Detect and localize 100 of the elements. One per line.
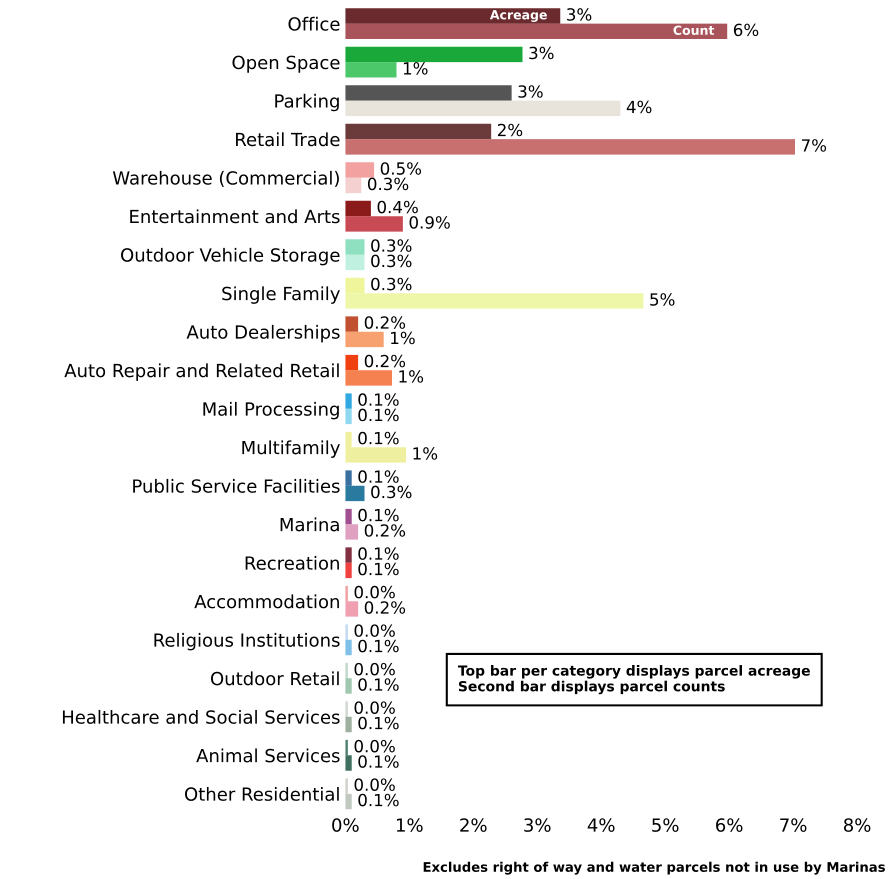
bar <box>345 640 352 656</box>
y-tick-label: Religious Institutions <box>154 632 340 650</box>
y-tick-label: Recreation <box>246 556 339 570</box>
bar <box>345 216 403 232</box>
x-tick-label: 5% <box>652 818 678 832</box>
bar <box>345 85 512 101</box>
bar <box>345 755 352 771</box>
bar <box>345 254 365 270</box>
series-label: Acreage <box>490 10 547 22</box>
x-tick-label: 0% <box>332 818 359 832</box>
y-tick-label: Marina <box>280 517 339 532</box>
data-label: 0.0% <box>354 740 395 752</box>
bar <box>345 601 358 617</box>
bar <box>345 778 348 794</box>
x-tick-label: 2% <box>460 818 487 832</box>
data-label: 0.1% <box>358 562 399 576</box>
bar <box>345 547 352 563</box>
data-label: 4% <box>626 100 652 114</box>
bar <box>345 508 352 524</box>
bar <box>345 662 348 678</box>
y-tick-label: Warehouse (Commercial) <box>112 170 339 187</box>
data-label: 3% <box>518 85 543 98</box>
bar <box>345 278 365 294</box>
data-label: 6% <box>734 24 758 36</box>
data-label: 0.3% <box>371 254 412 268</box>
y-tick-label: Office <box>288 16 340 31</box>
data-label: 0.1% <box>358 547 399 560</box>
data-label: 0.3% <box>371 278 412 290</box>
annotation: Top bar per category displays parcel acreage Second bar displays parcel counts <box>458 665 810 694</box>
bar <box>345 354 358 370</box>
y-tick-label: Auto Dealerships <box>186 324 340 342</box>
data-label: 0.2% <box>364 524 406 537</box>
bar <box>345 524 358 540</box>
bar <box>345 740 348 756</box>
data-label: 0.3% <box>368 178 408 190</box>
y-tick-label: Animal Services <box>196 748 340 762</box>
bar <box>345 794 352 810</box>
y-tick-label: Outdoor Vehicle Storage <box>121 248 340 266</box>
bar <box>345 332 384 348</box>
data-label: 5% <box>650 293 674 306</box>
data-label: 0.1% <box>358 716 399 730</box>
data-label: 0.5% <box>380 162 422 175</box>
x-tick-label: 1% <box>396 818 423 832</box>
bar <box>345 8 560 24</box>
bar <box>345 393 352 409</box>
y-tick-label: Healthcare and Social Services <box>62 710 340 724</box>
data-label: 0.9% <box>410 216 450 229</box>
data-label: 0.1% <box>358 393 399 406</box>
data-label: 7% <box>802 139 826 152</box>
data-label: 0.0% <box>354 701 395 714</box>
data-label: 0.1% <box>358 794 399 806</box>
bar <box>345 139 796 155</box>
data-label: 2% <box>498 124 522 136</box>
bar <box>345 200 371 216</box>
x-tick-label: 4% <box>588 818 615 832</box>
bar <box>345 408 352 424</box>
bar <box>345 24 728 40</box>
data-label: 1% <box>391 332 415 344</box>
data-label: 0.2% <box>364 601 406 614</box>
y-tick-label: Outdoor Retail <box>211 671 339 686</box>
bar <box>345 178 362 194</box>
data-label: 0.1% <box>358 470 399 483</box>
bar <box>345 62 396 78</box>
data-label: 0.1% <box>358 508 399 522</box>
x-tick-label: 8% <box>844 818 870 832</box>
data-label: 3% <box>529 46 554 60</box>
bar <box>345 100 620 116</box>
data-label: 0.2% <box>364 316 406 329</box>
data-label: 0.1% <box>358 678 399 691</box>
y-tick-label: Multifamily <box>242 440 340 458</box>
data-label: 0.4% <box>378 200 418 214</box>
bar <box>345 586 348 602</box>
bar <box>345 46 523 62</box>
data-label: 0.0% <box>354 586 395 598</box>
bar <box>345 162 374 178</box>
y-tick-label: Open Space <box>232 56 340 73</box>
bar <box>345 678 352 694</box>
data-label: 1% <box>399 370 424 383</box>
text: Excludes right of way and water parcels not in use by Marinas <box>424 862 885 875</box>
bar <box>345 716 352 732</box>
data-label: 0.3% <box>371 239 412 252</box>
data-label: 1% <box>413 447 438 460</box>
data-label: 0.1% <box>358 432 399 444</box>
y-tick-label: Parking <box>275 94 339 112</box>
y-tick-label: Auto Repair and Related Retail <box>64 363 339 381</box>
data-label: 3% <box>567 8 592 21</box>
data-label: 0.3% <box>371 486 412 498</box>
data-label: 1% <box>404 62 428 75</box>
bar <box>345 562 352 578</box>
y-tick-label: Mail Processing <box>203 402 339 420</box>
y-tick-label: Other Residential <box>185 786 339 801</box>
series-label: Count <box>674 26 714 35</box>
bar <box>345 239 365 255</box>
data-label: 0.0% <box>354 662 395 676</box>
x-tick-label: 7% <box>780 818 806 832</box>
y-tick-label: Public Service Facilities <box>133 478 340 493</box>
y-tick-label: Entertainment and Arts <box>130 209 340 224</box>
data-label: 0.0% <box>354 624 395 637</box>
bar <box>345 293 644 309</box>
data-label: 0.1% <box>358 755 399 768</box>
